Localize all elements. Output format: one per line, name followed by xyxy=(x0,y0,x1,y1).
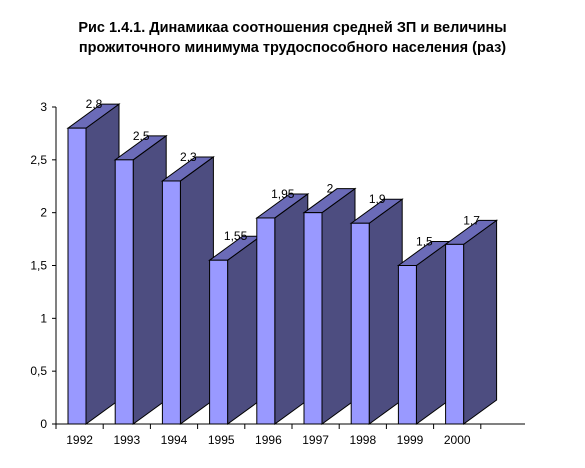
y-tick-label: 0 xyxy=(40,417,47,431)
bar xyxy=(445,243,465,425)
bar xyxy=(303,212,323,425)
bar-side-face xyxy=(321,187,356,425)
bar xyxy=(397,265,417,425)
data-label: 1,95 xyxy=(271,187,295,201)
chart-title-line-2: прожиточного минимума трудоспособного на… xyxy=(78,40,507,56)
x-tick-label: 1996 xyxy=(255,433,282,447)
bar-side-face xyxy=(274,192,309,425)
x-tick-label: 1999 xyxy=(397,433,424,447)
x-tick-label: 1994 xyxy=(161,433,188,447)
y-tick-label: 0,5 xyxy=(30,364,47,378)
chart-title-line-1: Рис 1.4.1. Динамикаа соотношения средней… xyxy=(78,20,507,36)
data-label: 2,8 xyxy=(86,97,103,111)
y-tick-label: 3 xyxy=(40,100,47,114)
bar-side-face xyxy=(132,134,167,425)
bar xyxy=(209,259,229,425)
data-label: 2,3 xyxy=(180,150,197,164)
bar xyxy=(114,159,134,425)
x-tick-label: 2000 xyxy=(444,433,471,447)
bar-side-face xyxy=(415,240,450,425)
x-tick-label: 1995 xyxy=(208,433,235,447)
bar-side-face xyxy=(227,235,262,425)
data-label: 1,55 xyxy=(224,229,248,243)
data-label: 1,7 xyxy=(463,213,480,227)
data-label: 1,5 xyxy=(416,235,433,249)
x-tick-label: 1998 xyxy=(349,433,376,447)
chart-title: Рис 1.4.1. Динамикаа соотношения средней… xyxy=(0,18,585,58)
bar-side-face xyxy=(85,103,120,425)
bar xyxy=(350,222,370,425)
bar xyxy=(161,180,181,425)
data-label: 2 xyxy=(327,182,334,196)
bar-side-face xyxy=(463,219,498,425)
y-tick-label: 1 xyxy=(40,311,47,325)
x-tick-label: 1993 xyxy=(113,433,140,447)
bar-side-face xyxy=(368,198,403,425)
y-tick-label: 1,5 xyxy=(30,259,47,273)
y-tick-label: 2,5 xyxy=(30,153,47,167)
bar xyxy=(67,127,87,425)
x-tick-label: 1992 xyxy=(66,433,93,447)
data-label: 1,9 xyxy=(369,192,386,206)
data-label: 2,5 xyxy=(133,129,150,143)
y-tick-label: 2 xyxy=(40,206,47,220)
x-tick-label: 1997 xyxy=(302,433,329,447)
bar-side-face xyxy=(179,155,214,425)
bar xyxy=(256,217,276,425)
